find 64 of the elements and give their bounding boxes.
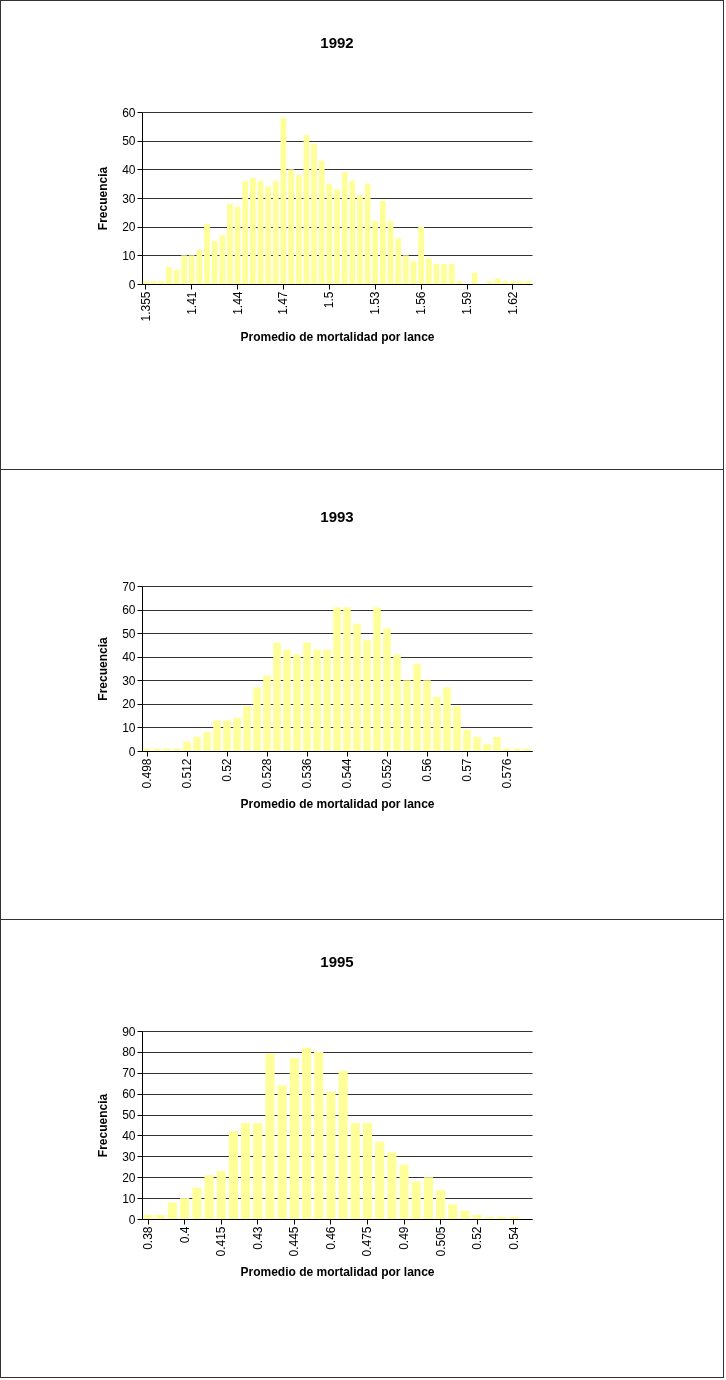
y-tick-label: 90 bbox=[122, 1024, 136, 1039]
y-tick-label: 30 bbox=[122, 1149, 136, 1164]
y-axis-title: Frecuencia bbox=[96, 166, 111, 231]
y-tick-label: 20 bbox=[122, 1170, 136, 1185]
x-tick-label: 0.52 bbox=[470, 1226, 485, 1250]
y-tick-label: 0 bbox=[128, 277, 136, 292]
chart-title: 1993 bbox=[320, 508, 354, 525]
x-tick-label: 1.56 bbox=[414, 291, 429, 315]
chart-title: 1995 bbox=[320, 953, 354, 970]
x-tick-label: 0.52 bbox=[220, 758, 234, 782]
y-axis-title: Frecuencia bbox=[96, 637, 111, 701]
y-tick-label: 40 bbox=[122, 162, 136, 177]
x-tick-label: 0.544 bbox=[340, 758, 354, 789]
y-tick-label: 40 bbox=[122, 1128, 136, 1143]
x-tick-label: 1.41 bbox=[184, 291, 199, 315]
y-tick-label: 50 bbox=[122, 1108, 136, 1123]
x-tick-label: 1.62 bbox=[505, 291, 520, 315]
x-tick-label: 0.552 bbox=[380, 758, 394, 789]
y-tick-label: 10 bbox=[122, 720, 136, 735]
y-tick-label: 20 bbox=[122, 697, 136, 712]
y-tick-label: 60 bbox=[122, 1087, 136, 1102]
x-tick-label: 0.536 bbox=[300, 758, 314, 789]
y-axis-title: Frecuencia bbox=[96, 1093, 111, 1158]
x-tick-label: 0.49 bbox=[397, 1226, 412, 1250]
x-tick-label: 1.59 bbox=[460, 291, 474, 315]
y-tick-label: 70 bbox=[122, 1066, 136, 1081]
y-tick-label: 60 bbox=[122, 105, 136, 120]
x-tick-label: 0.512 bbox=[180, 758, 194, 789]
y-tick-label: 50 bbox=[122, 626, 136, 641]
y-tick-label: 10 bbox=[122, 248, 136, 263]
x-tick-label: 0.498 bbox=[140, 758, 154, 789]
x-tick-label: 0.505 bbox=[433, 1226, 448, 1257]
x-tick-label: 1.53 bbox=[368, 291, 383, 315]
x-tick-label: 0.4 bbox=[177, 1226, 192, 1244]
x-tick-label: 0.56 bbox=[420, 758, 434, 782]
x-axis-title: Promedio de mortalidad por lance bbox=[240, 329, 435, 344]
y-tick-label: 0 bbox=[128, 744, 136, 759]
x-tick-label: 0.38 bbox=[141, 1226, 156, 1250]
y-tick-label: 20 bbox=[122, 220, 136, 235]
x-axis-title: Promedio de mortalidad por lance bbox=[240, 1264, 435, 1279]
y-tick-label: 0 bbox=[128, 1212, 136, 1227]
y-tick-label: 30 bbox=[122, 673, 136, 688]
x-tick-label: 0.528 bbox=[260, 758, 274, 789]
x-tick-label: 1.47 bbox=[276, 291, 291, 315]
x-tick-label: 0.576 bbox=[500, 758, 514, 789]
x-tick-label: 1.355 bbox=[138, 291, 153, 322]
x-tick-label: 0.46 bbox=[323, 1226, 338, 1250]
x-tick-label: 1.44 bbox=[230, 291, 245, 315]
x-tick-label: 0.57 bbox=[460, 758, 474, 782]
y-tick-label: 30 bbox=[122, 191, 136, 206]
x-tick-label: 0.415 bbox=[214, 1226, 229, 1257]
x-tick-label: 0.54 bbox=[506, 1226, 521, 1250]
y-tick-label: 60 bbox=[122, 603, 136, 618]
y-tick-label: 10 bbox=[122, 1191, 136, 1206]
x-axis-title: Promedio de mortalidad por lance bbox=[240, 796, 435, 811]
y-tick-label: 80 bbox=[122, 1045, 136, 1060]
x-tick-label: 0.445 bbox=[287, 1226, 302, 1257]
chart-title: 1992 bbox=[320, 34, 354, 51]
x-tick-label: 1.5 bbox=[322, 291, 337, 309]
y-tick-label: 40 bbox=[122, 650, 136, 665]
x-tick-label: 0.43 bbox=[250, 1226, 265, 1250]
y-tick-label: 50 bbox=[122, 134, 136, 149]
y-tick-label: 70 bbox=[122, 579, 136, 594]
x-tick-label: 0.475 bbox=[360, 1226, 375, 1257]
